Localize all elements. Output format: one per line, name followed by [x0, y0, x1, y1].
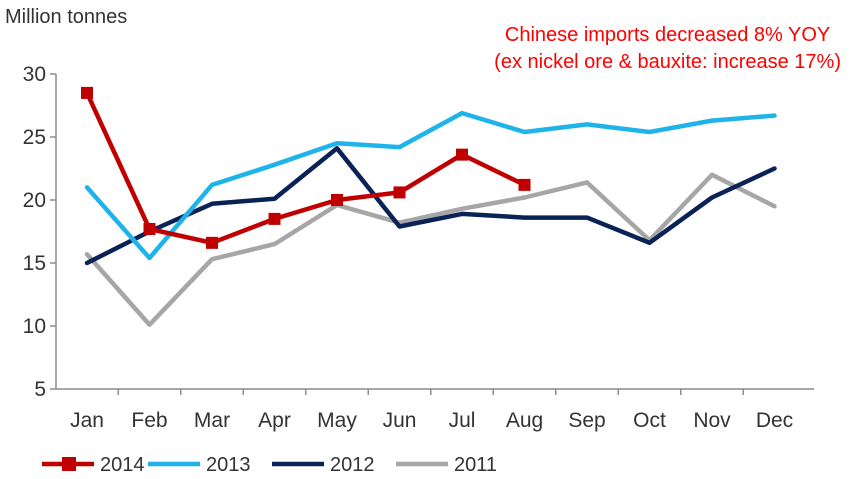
- x-tick-label: Jan: [70, 409, 104, 432]
- series-line-2011: [84, 172, 777, 327]
- annotation-line-2: (ex nickel ore & bauxite: increase 17%): [494, 51, 841, 73]
- x-tick-label: Sep: [568, 409, 605, 432]
- x-tick-label: Jun: [383, 409, 417, 432]
- legend: 2014 2013 2012 2011: [42, 454, 497, 476]
- data-point-2014: [268, 212, 281, 225]
- data-point-2014: [518, 178, 531, 191]
- data-point-2014: [456, 148, 468, 161]
- y-tick-label: 5: [34, 378, 46, 401]
- x-tick-label: Mar: [194, 409, 230, 432]
- x-tick-label: Dec: [756, 409, 793, 432]
- series-line-2012: [84, 146, 777, 266]
- x-tick-label: May: [317, 409, 357, 432]
- data-point-2014: [206, 236, 218, 249]
- series-layer: [81, 86, 777, 327]
- x-tick-label: Feb: [131, 409, 167, 432]
- y-tick-label: 30: [23, 63, 46, 86]
- legend-marker-2014: [62, 457, 76, 471]
- y-tick-label: 25: [23, 126, 46, 149]
- x-tick-label: Nov: [693, 409, 731, 432]
- series-line-2013: [84, 110, 777, 261]
- data-point-2014: [393, 186, 406, 199]
- chart-annotation: Chinese imports decreased 8% YOY (ex nic…: [494, 22, 841, 76]
- annotation-line-1: Chinese imports decreased 8% YOY: [504, 24, 831, 46]
- data-point-2014: [331, 194, 343, 206]
- data-point-2014: [143, 222, 156, 235]
- legend-label-2011: 2011: [454, 454, 497, 476]
- data-point-2014: [81, 86, 93, 99]
- y-tick-label: 15: [23, 252, 46, 275]
- legend-label-2014: 2014: [100, 454, 145, 476]
- x-tick-label: Aug: [506, 409, 543, 432]
- axes: 5 10 15 20 25 30 Jan Feb Mar Apr May Jun Jul Aug Sep Oc…: [23, 63, 814, 432]
- series-line-2014: [84, 90, 527, 246]
- legend-label-2012: 2012: [330, 454, 375, 476]
- legend-label-2013: 2013: [206, 454, 251, 476]
- x-tick-label: Oct: [633, 409, 666, 432]
- y-tick-label: 10: [23, 315, 46, 338]
- x-tick-label: Apr: [258, 409, 291, 432]
- x-tick-label: Jul: [449, 409, 476, 432]
- y-tick-label: 20: [23, 189, 46, 212]
- y-axis-label: Million tonnes: [5, 6, 128, 28]
